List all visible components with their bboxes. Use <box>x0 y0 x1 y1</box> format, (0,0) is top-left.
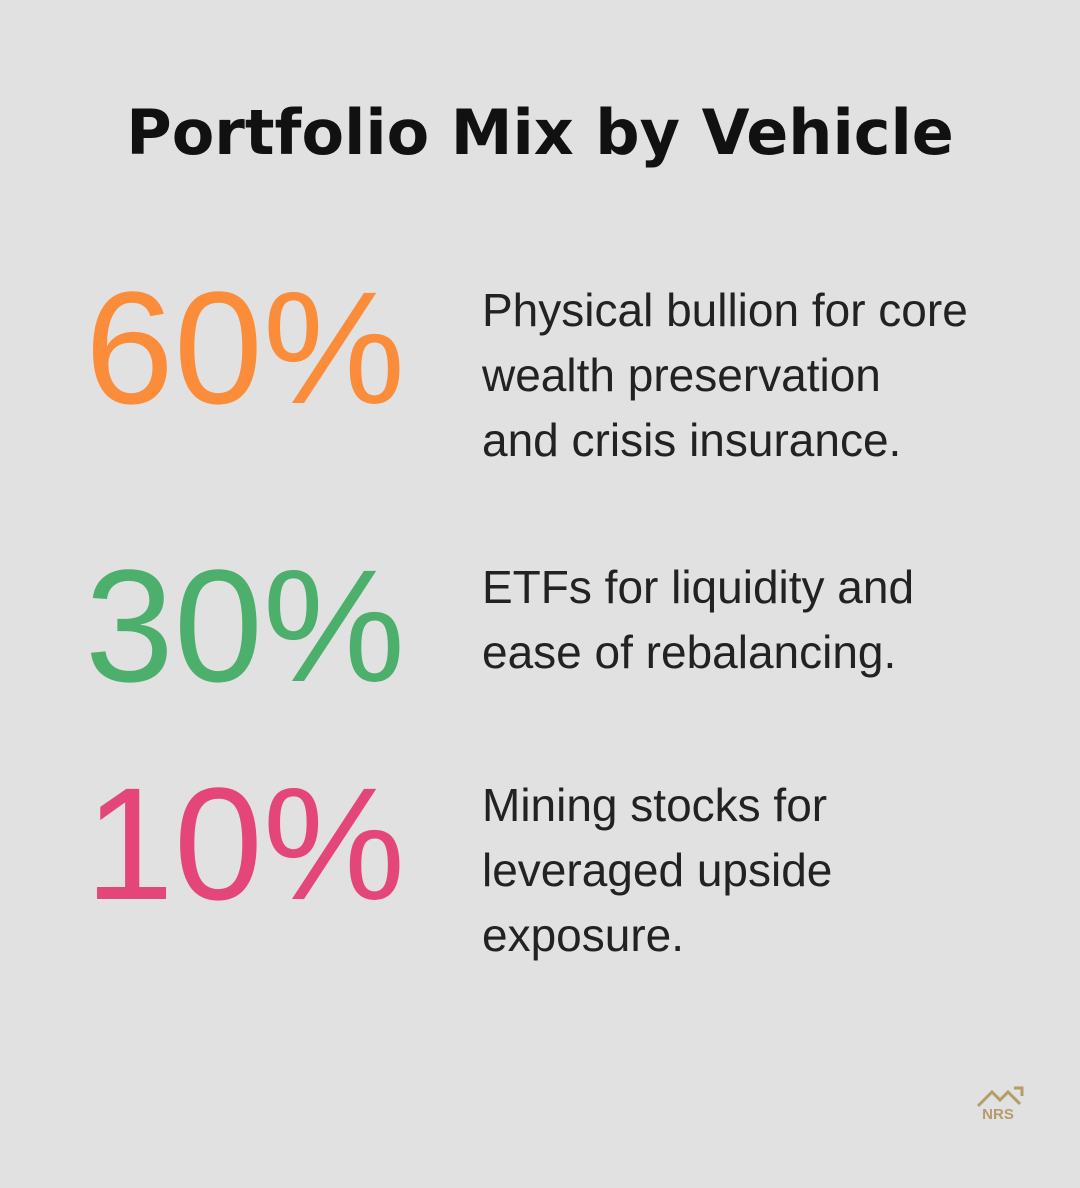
percent-figure: 30% <box>84 536 406 715</box>
description: Mining stocks for leveraged upside exposur… <box>482 773 832 968</box>
logo-text: NRS <box>982 1106 1014 1123</box>
description: Physical bullion for core wealth preserva… <box>482 278 968 473</box>
title: Portfolio Mix by Vehicle <box>126 96 954 169</box>
description: ETFs for liquidity and ease of rebalancin… <box>482 555 914 685</box>
description-line: ease of rebalancing. <box>482 626 897 678</box>
description-line: wealth preservation <box>482 349 881 401</box>
description-line: Mining stocks for <box>482 779 828 831</box>
logo-icon <box>976 1086 1024 1108</box>
percent-figure: 60% <box>84 258 406 437</box>
description-line: Physical bullion for core <box>482 284 968 336</box>
percent-figure: 10% <box>84 754 406 933</box>
description-line: exposure. <box>482 909 685 961</box>
description-line: leveraged upside <box>482 844 833 896</box>
description-line: ETFs for liquidity and <box>482 561 915 613</box>
description-line: and crisis insurance. <box>482 414 902 466</box>
